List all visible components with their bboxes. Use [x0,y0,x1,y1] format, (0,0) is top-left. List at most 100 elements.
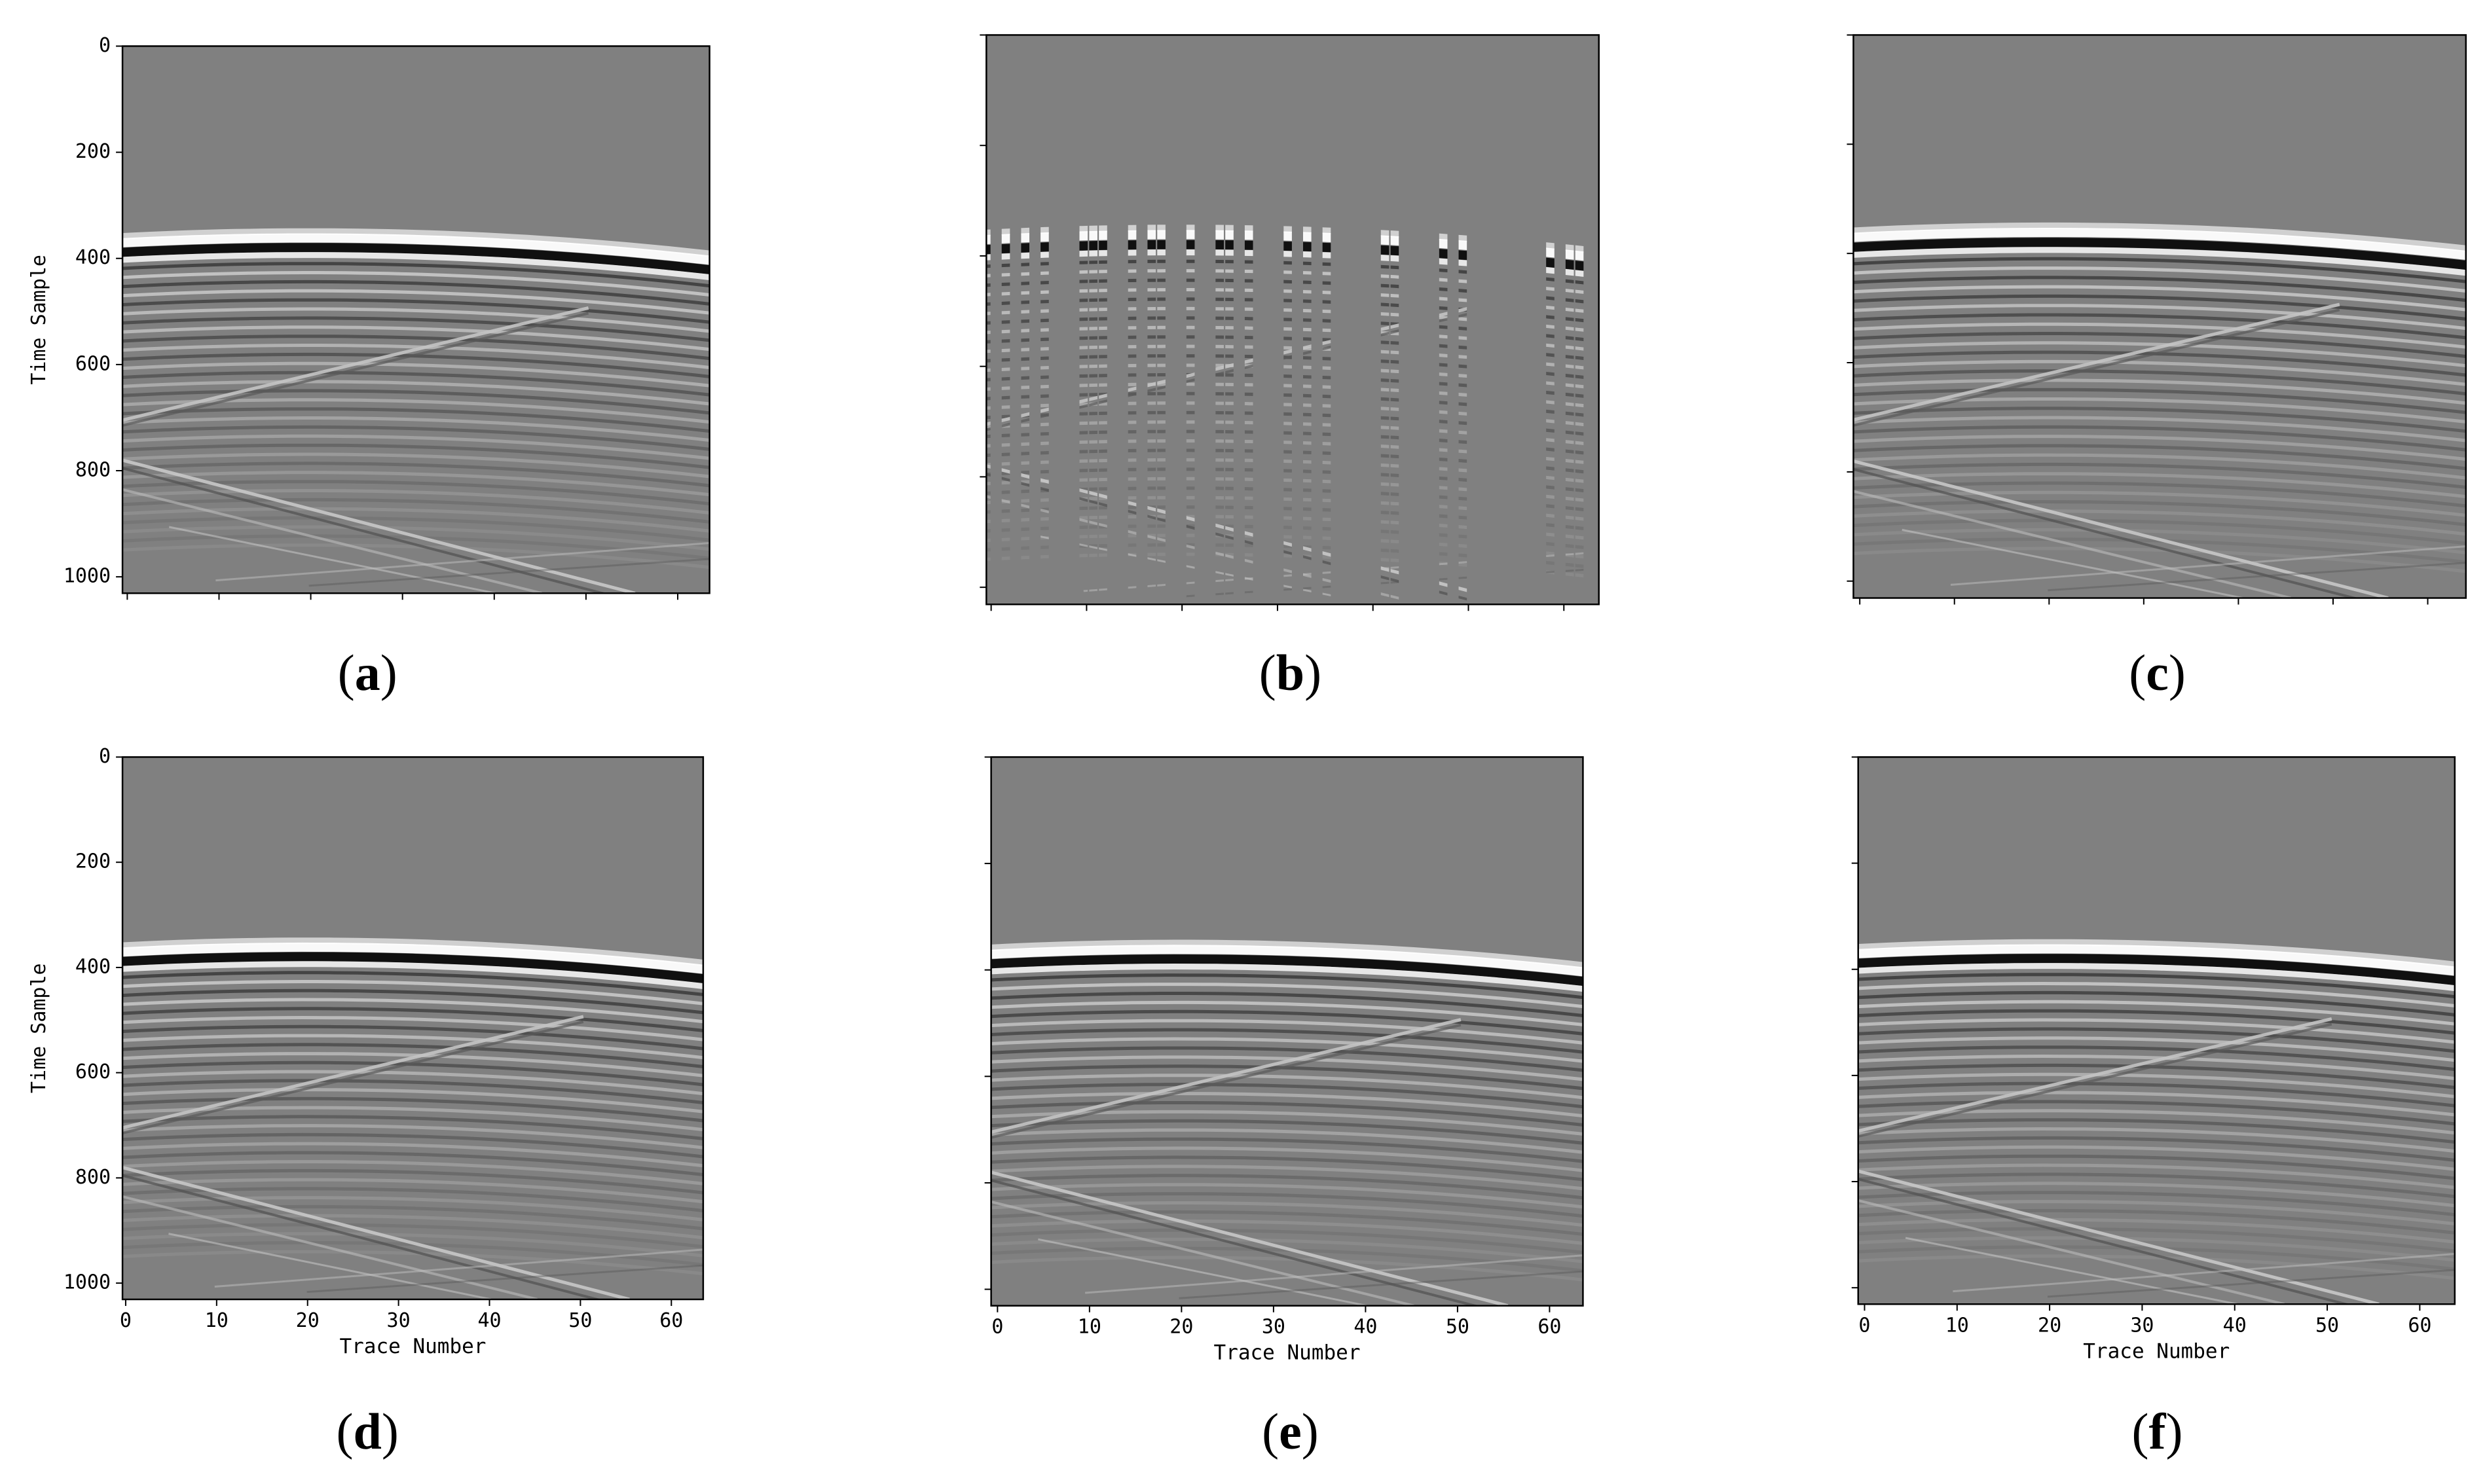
linear-event [991,1023,1462,1139]
direct-wave-peak [1858,944,2455,976]
reverberation-band [122,1168,703,1195]
x-tick-label: 0 [1858,1314,1870,1337]
x-tick-label: 60 [1537,1316,1561,1339]
y-tick-label: 400 [75,246,111,269]
x-tick-label: 40 [477,1309,501,1332]
reverberation-band [122,1079,703,1104]
reverberation-band [1858,1254,2455,1280]
direct-wave-peak [122,233,710,265]
direct-wave-peak [122,942,703,974]
reverberation-band [1853,276,2466,302]
linear-event [1853,308,2340,427]
linear-event [168,1233,492,1299]
reverberation-band [1858,1145,2455,1171]
reverberation-band [122,498,710,524]
plot-frame [121,45,710,594]
direct-wave-tail [122,961,703,989]
reverberation-band [122,998,703,1024]
reverberation-band [991,1009,1583,1036]
direct-wave-trough [1858,954,2455,986]
reverberation-band [122,1223,703,1248]
reverberation-band [1853,490,2466,517]
linear-event [1038,1238,1367,1306]
x-tick-label: 10 [1078,1316,1101,1339]
reverberation-band [991,1146,1583,1172]
reverberation-band [122,1232,703,1258]
reverberation-band [991,1037,1583,1063]
reverberation-band [1858,1009,2455,1035]
linear-event [1902,528,2243,598]
reverberation-band [1853,481,2466,508]
reverberation-band [1853,518,2466,545]
panel-a: 0 200 400 600 800 1000 Time Sample (a) [28,34,710,701]
reverberation-band [122,1088,703,1113]
panel-letter: d [354,1403,382,1460]
reverberation-band [122,1052,703,1077]
linear-event [1858,1178,2351,1305]
reverberation-band [991,1091,1583,1118]
linear-event [991,1179,1481,1306]
x-tick-label: 40 [2223,1314,2247,1337]
direct-wave-trough [122,952,703,984]
direct-wave-peak [1853,228,2466,260]
linear-event [1905,1237,2237,1305]
linear-event [1084,1254,1583,1294]
reverberation-band [1853,416,2466,443]
reverberation-band [991,1083,1583,1109]
direct-wave-tail [1858,963,2455,992]
reverberation-band [991,1019,1583,1045]
linear-event [1950,545,2466,586]
reverberation-band [122,971,703,996]
reverberation-band [122,389,710,415]
seismic-section [1858,939,2455,1305]
reverberation-band [991,1128,1583,1154]
reverberation-band [1858,1172,2455,1199]
y-tick-label: 800 [75,1166,111,1189]
y-tick-label: 1000 [64,1271,111,1294]
y-tick-label: 0 [99,745,111,768]
reverberation-band [1853,388,2466,414]
reverberation-band [122,1024,703,1051]
reverberation-band [1858,1081,2455,1108]
linear-event [122,312,589,427]
reverberation-band [1853,313,2466,340]
x-tick-label: 20 [2038,1314,2061,1337]
reverberation-band [1858,1036,2455,1062]
reverberation-band [122,1015,703,1041]
linear-event [122,1195,538,1299]
seismic-section [122,228,710,594]
reverberation-band [122,380,710,406]
plot-frame [1857,756,2456,1305]
panel-letter: e [1279,1403,1302,1460]
direct-wave-tail [122,252,710,280]
reverberation-band [1858,1018,2455,1044]
reverberation-band [122,371,710,397]
reverberation-band [1858,1200,2455,1225]
reverberation-band [1853,332,2466,358]
reverberation-band [122,1132,703,1159]
reverberation-band [991,1183,1583,1209]
reverberation-band [1858,1236,2455,1262]
reverberation-band [1858,1045,2455,1072]
reverberation-band [122,316,710,342]
linear-event [122,458,636,594]
panel-c: (c) [1847,34,2467,701]
panel-f: 0 10 20 30 40 50 60 Trace Number (f) [1851,756,2456,1460]
reverberation-band [1853,453,2466,480]
x-tick-label: 50 [1446,1316,1469,1339]
x-tick-label: 0 [991,1316,1003,1339]
linear-event [1858,1169,2380,1305]
reverberation-band [1853,435,2466,461]
reverberation-band [1858,1054,2455,1080]
x-tick-label: 30 [387,1309,411,1332]
panel-letter: a [355,644,380,701]
panel-letter: f [2149,1403,2167,1460]
direct-wave-tail [991,963,1583,992]
reverberation-band [122,1196,703,1222]
direct-wave-tail [1853,247,2466,276]
linear-event [1179,1270,1583,1299]
reverberation-band [991,1155,1583,1182]
reverberation-band [1858,1091,2455,1117]
reverberation-band [1858,990,2455,1017]
direct-wave-precursor [122,937,703,966]
